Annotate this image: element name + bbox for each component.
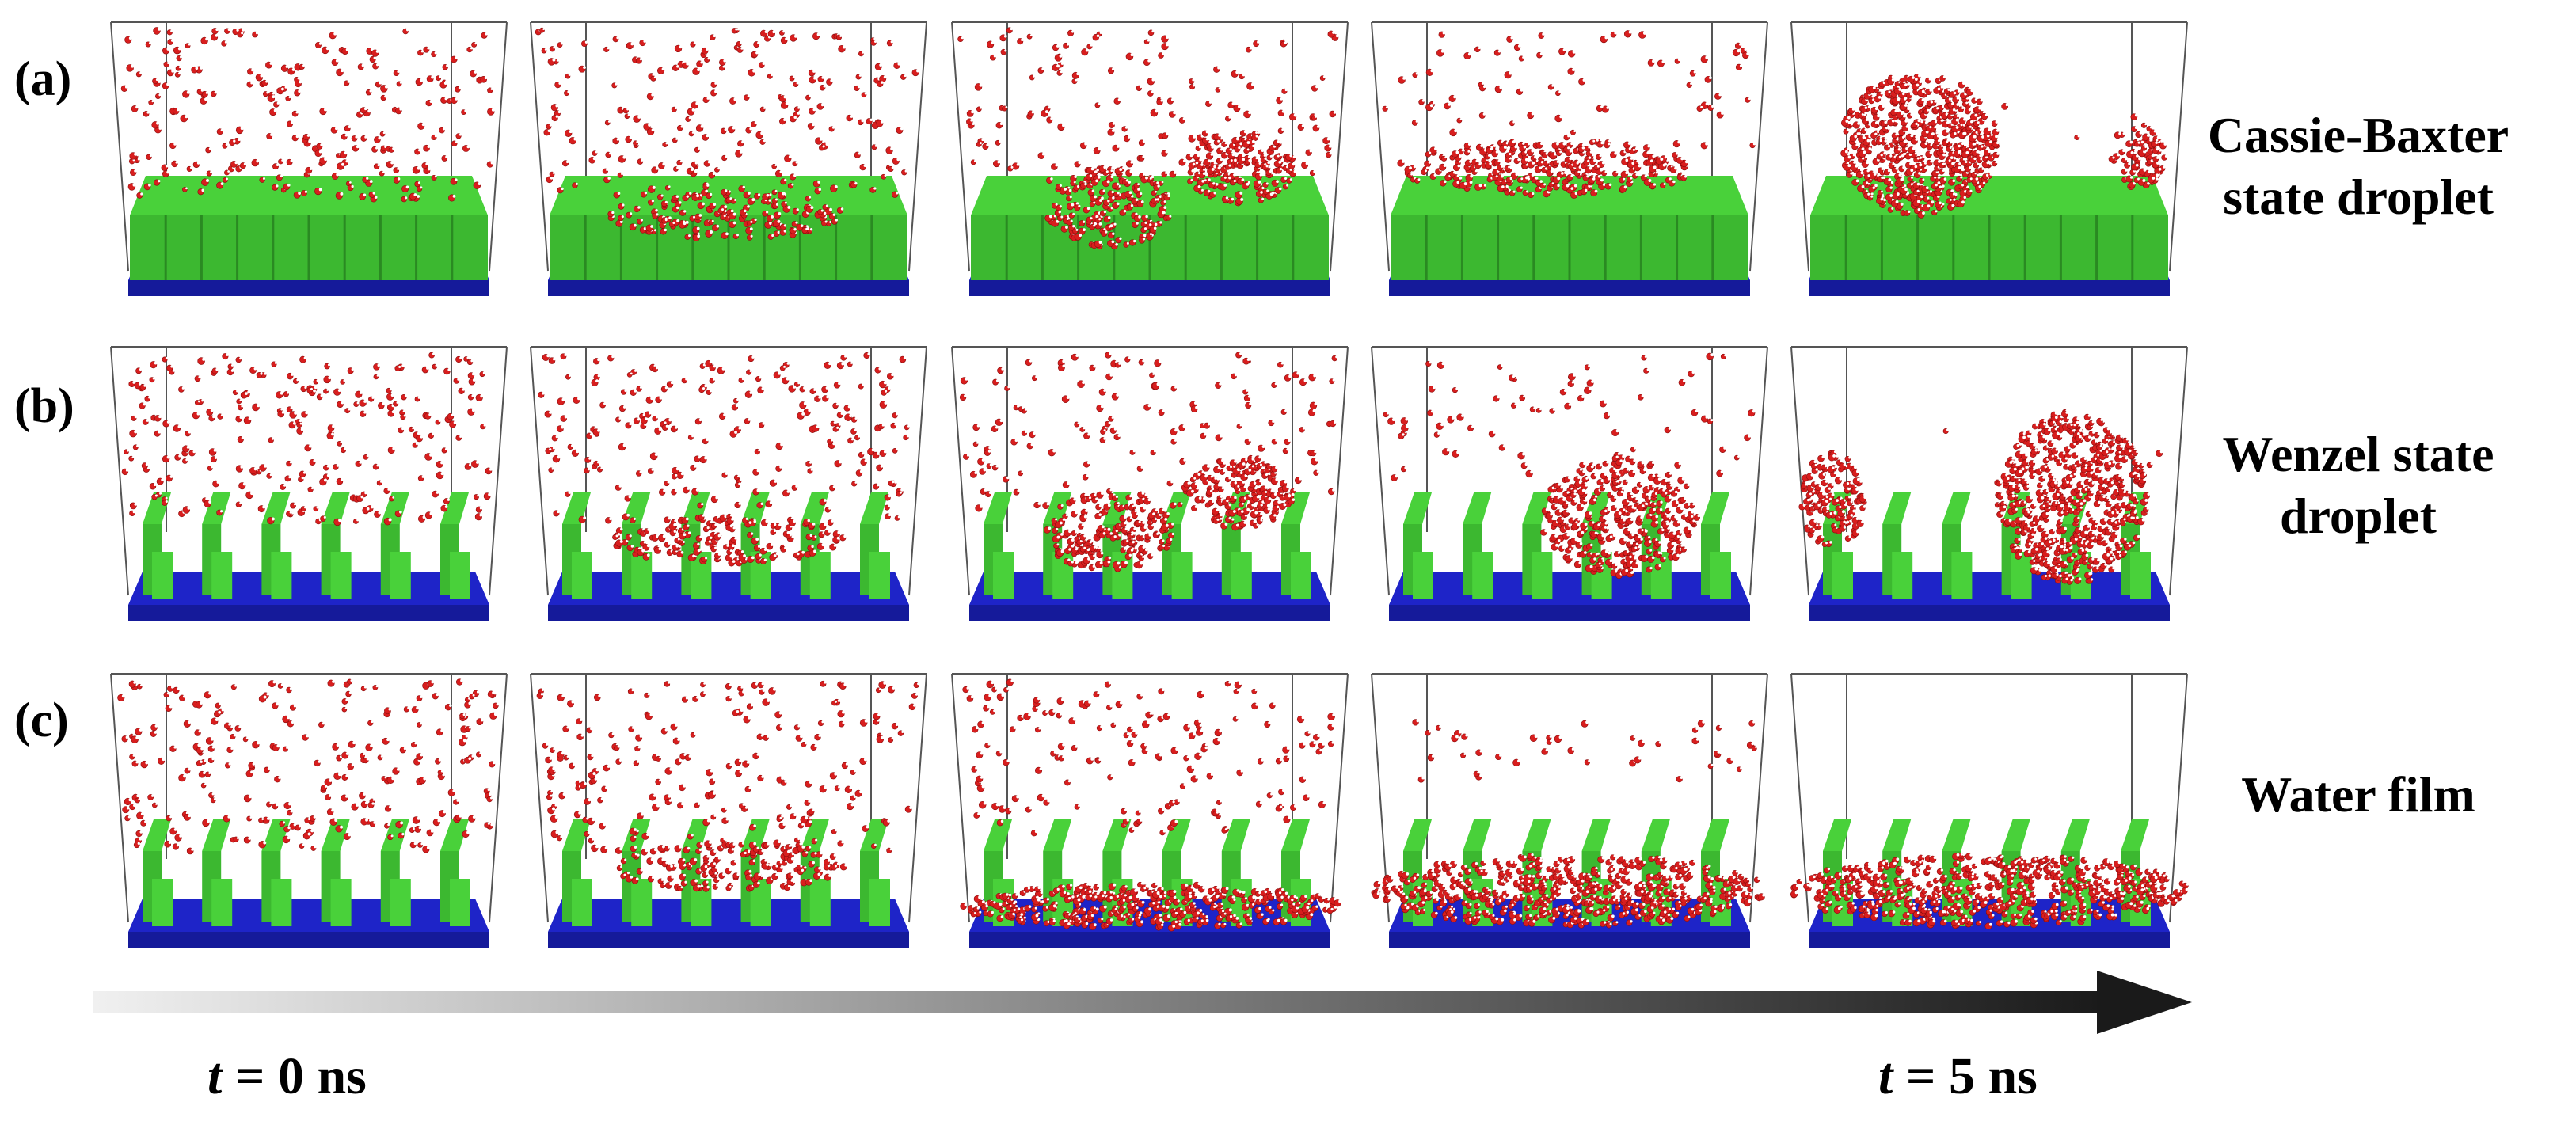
snapshot-row2-frame3 [951,346,1349,621]
time-arrow-head [2097,971,2192,1034]
snapshot-row3-frame3 [951,673,1349,948]
panel-label-b: (b) [14,379,74,433]
snapshot-row3-frame2 [530,673,927,948]
time-end-symbol: t [1878,1047,1893,1105]
snapshot-row3-frame5 [1790,673,2189,948]
time-arrow [93,971,2192,1034]
state-label-wenzel: Wenzel state droplet [2144,424,2572,547]
panel-label-c: (c) [14,694,69,747]
snapshot-row3-frame4 [1371,673,1768,948]
time-end-label: t = 5 ns [1878,1047,2038,1107]
state-label-line1: Wenzel state [2222,426,2494,482]
panel-label-a: (a) [14,52,72,106]
time-start-label: t = 0 ns [207,1047,367,1107]
state-label-water-film: Water film [2144,764,2572,826]
state-label-line1: Water film [2241,766,2475,823]
snapshot-row2-frame2 [530,346,927,621]
state-label-line1: Cassie-Baxter [2207,107,2509,163]
snapshot-row1-frame3 [951,21,1349,296]
snapshot-row3-frame1 [110,673,508,948]
time-start-symbol: t [207,1047,223,1105]
time-end-value: = 5 ns [1893,1047,2038,1105]
time-arrow-shaft [93,991,2105,1013]
state-label-line2: droplet [2280,488,2437,544]
state-label-line2: state droplet [2223,169,2494,225]
snapshot-row1-frame4 [1371,21,1768,296]
snapshot-row2-frame1 [110,346,508,621]
snapshot-row1-frame1 [110,21,508,296]
snapshot-row2-frame5 [1790,346,2188,621]
time-start-value: = 0 ns [222,1047,367,1105]
snapshot-row1-frame5 [1790,21,2188,296]
snapshot-row1-frame2 [530,21,927,296]
state-label-cassie-baxter: Cassie-Baxter state droplet [2144,105,2572,228]
snapshot-row2-frame4 [1371,346,1768,621]
